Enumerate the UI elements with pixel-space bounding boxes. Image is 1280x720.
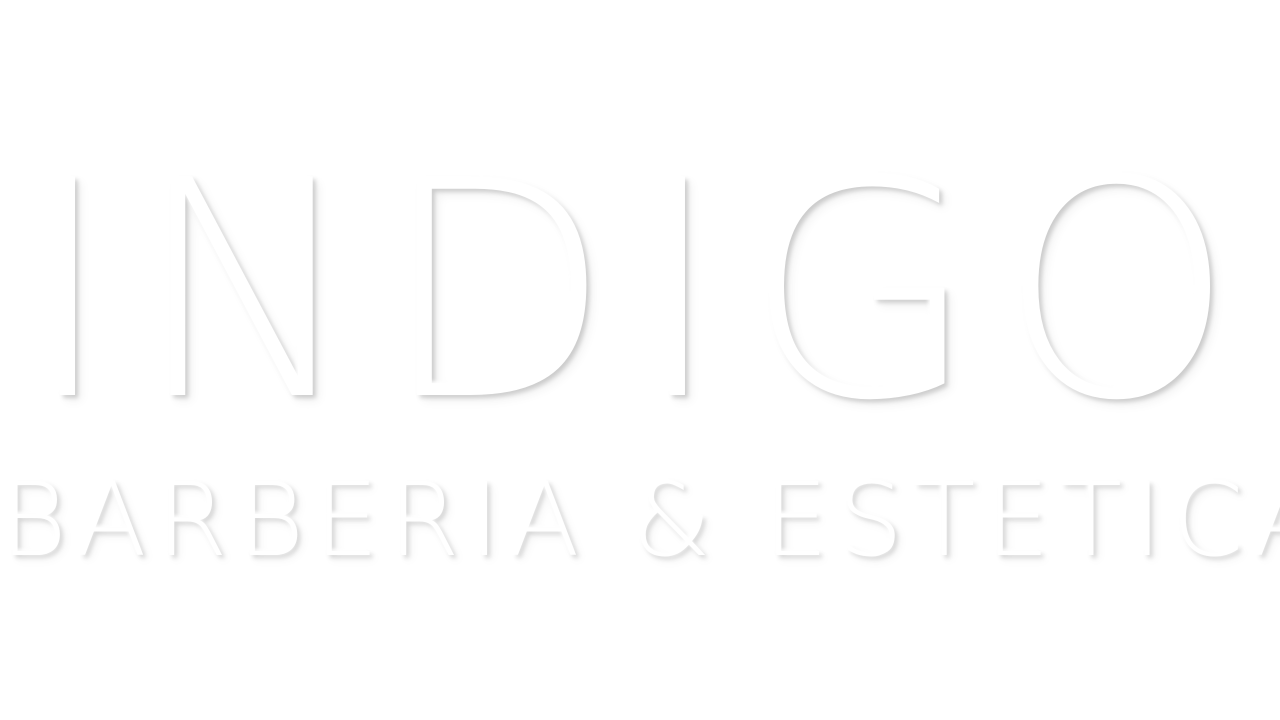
logo-subtitle: BARBERIA & ESTETICA	[0, 461, 1280, 580]
logo-title: INDIGO	[23, 117, 1257, 466]
